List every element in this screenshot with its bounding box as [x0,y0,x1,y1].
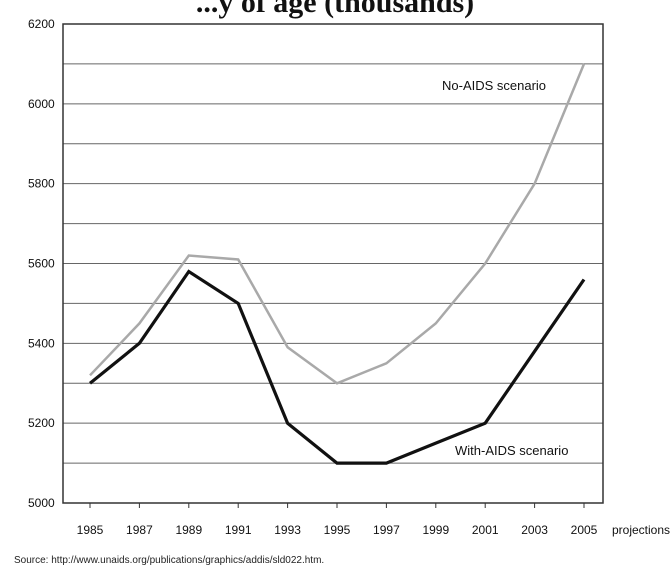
source-note: Source: http://www.unaids.org/publicatio… [14,555,325,566]
x-tick-label: 1987 [126,523,153,537]
x-tick-label: 1999 [422,523,449,537]
x-tick-label: 1985 [77,523,104,537]
x-tick-label: 1995 [324,523,351,537]
y-tick-label: 5200 [28,416,55,430]
series-labels: No-AIDS scenario With-AIDS scenario [442,78,568,458]
plot-frame [62,23,604,504]
y-tick-label: 5400 [28,336,55,350]
series-line-with-aids [88,269,586,465]
series-label-with-aids: With-AIDS scenario [455,443,568,458]
x-tick-label: 1989 [175,523,202,537]
y-tick-label: 5000 [28,496,55,510]
series-label-no-aids: No-AIDS scenario [442,78,546,93]
series-line-no-aids [89,63,586,385]
x-trailing-label: projections [612,523,670,537]
y-tick-label: 5600 [28,257,55,271]
y-tick-label: 6200 [28,17,55,31]
x-axis-ticks: 1985 1987 1989 1991 1993 1995 1997 1999 2001 2003… [77,503,670,537]
x-tick-label: 1997 [373,523,400,537]
gridlines [63,63,603,464]
y-tick-label: 6000 [28,97,55,111]
chart-title: ...y of age (thousands) [195,0,475,19]
series-lines [88,63,586,465]
x-tick-label: 2005 [571,523,598,537]
y-tick-label: 5800 [28,177,55,191]
x-tick-label: 1991 [225,523,252,537]
x-tick-label: 2003 [521,523,548,537]
x-tick-label: 2001 [472,523,499,537]
x-tick-label: 1993 [274,523,301,537]
y-axis-ticks: 5000 5200 5400 5600 5800 6000 6200 [28,17,55,510]
